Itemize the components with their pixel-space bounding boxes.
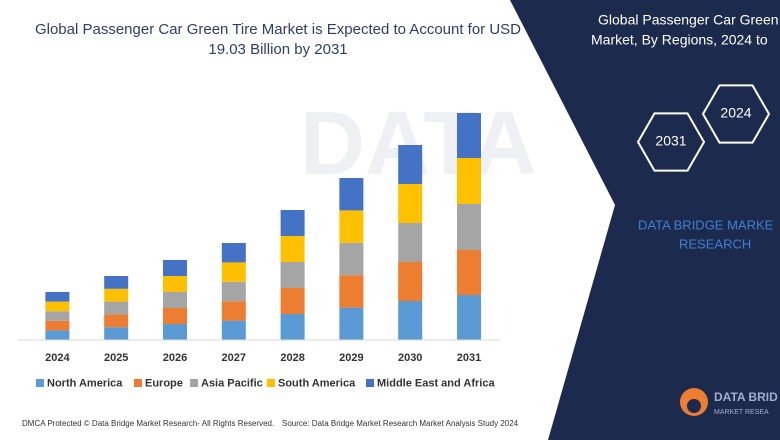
logo-text: MARKET RESEA — [714, 409, 769, 416]
bar-segment — [221, 281, 246, 302]
legend-label: South America — [278, 377, 356, 389]
chart-title: 19.03 Billion by 2031 — [208, 41, 347, 58]
bar-segment — [104, 288, 129, 302]
bar-segment — [221, 320, 246, 340]
hexagon — [701, 84, 771, 144]
x-tick-label: 2031 — [457, 352, 481, 364]
legend-label: Europe — [145, 377, 183, 389]
bar-segment — [280, 210, 305, 236]
legend-swatch — [36, 379, 44, 387]
bar-segment — [398, 262, 423, 301]
bar-segment — [104, 276, 129, 289]
bar-segment — [221, 301, 246, 321]
logo-text: DATA BRID — [714, 390, 778, 404]
chart-title: Global Passenger Car Green Tire Market i… — [35, 21, 521, 38]
bar-segment — [45, 301, 70, 312]
x-tick-label: 2025 — [104, 352, 128, 364]
legend-swatch — [267, 379, 275, 387]
logo-mark — [687, 399, 701, 413]
bar-segment — [280, 314, 305, 340]
x-tick-label: 2027 — [222, 352, 246, 364]
bar-segment — [163, 292, 187, 308]
bar-segment — [398, 223, 423, 262]
footer-copyright: DMCA Protected © Data Bridge Market Rese… — [22, 419, 274, 428]
bar-segment — [221, 262, 246, 282]
panel-brand: RESEARCH — [679, 236, 751, 251]
hexagon-label: 2024 — [720, 105, 751, 121]
legend-label: Middle East and Africa — [377, 377, 495, 389]
bar-segment — [104, 327, 129, 340]
panel-heading: Global Passenger Car Green — [598, 12, 779, 28]
bar-segment — [457, 250, 481, 295]
bar-segment — [221, 243, 246, 263]
legend-label: North America — [47, 377, 123, 389]
hexagon-label: 2031 — [655, 133, 686, 149]
bar-segment — [457, 204, 481, 250]
bar-segment — [280, 262, 305, 288]
logo: DATA BRID MARKET RESEA — [680, 388, 778, 416]
bar-segment — [45, 292, 70, 302]
legend-swatch — [134, 379, 142, 387]
legend-swatch — [190, 379, 198, 387]
bar-segment — [104, 301, 129, 315]
panel-brand: DATA BRIDGE MARKE — [638, 217, 774, 232]
bar-segment — [457, 158, 481, 204]
bar-segment — [280, 288, 305, 314]
dark-panel — [510, 0, 780, 440]
bar-segment — [457, 295, 481, 340]
bar-segment — [339, 275, 364, 308]
bar-segment — [339, 307, 364, 340]
footer-source: Source: Data Bridge Market Research Mark… — [282, 419, 519, 428]
hexagon — [636, 112, 706, 172]
bar-segment — [163, 308, 187, 324]
x-tick-label: 2029 — [339, 352, 363, 364]
bar-segment — [104, 314, 129, 328]
bar-segment — [398, 301, 423, 340]
legend-swatch — [366, 379, 374, 387]
bar-segment — [163, 260, 187, 276]
bar-segment — [457, 113, 481, 158]
bar-segment — [45, 330, 70, 340]
bar-segment — [398, 184, 423, 223]
legend-label: Asia Pacific — [201, 377, 263, 389]
x-tick-label: 2030 — [398, 352, 422, 364]
bar-segment — [339, 242, 364, 276]
bar-segment — [398, 145, 423, 184]
x-tick-label: 2028 — [280, 352, 304, 364]
bar-segment — [163, 276, 187, 292]
bar-segment — [45, 320, 70, 331]
bar-segment — [280, 236, 305, 262]
x-tick-label: 2024 — [45, 352, 70, 364]
bar-segment — [339, 178, 364, 211]
bar-segment — [163, 324, 187, 340]
bar-segment — [339, 210, 364, 243]
panel-heading: Market, By Regions, 2024 to — [591, 32, 768, 48]
bar-segment — [45, 311, 70, 321]
x-tick-label: 2026 — [163, 352, 187, 364]
